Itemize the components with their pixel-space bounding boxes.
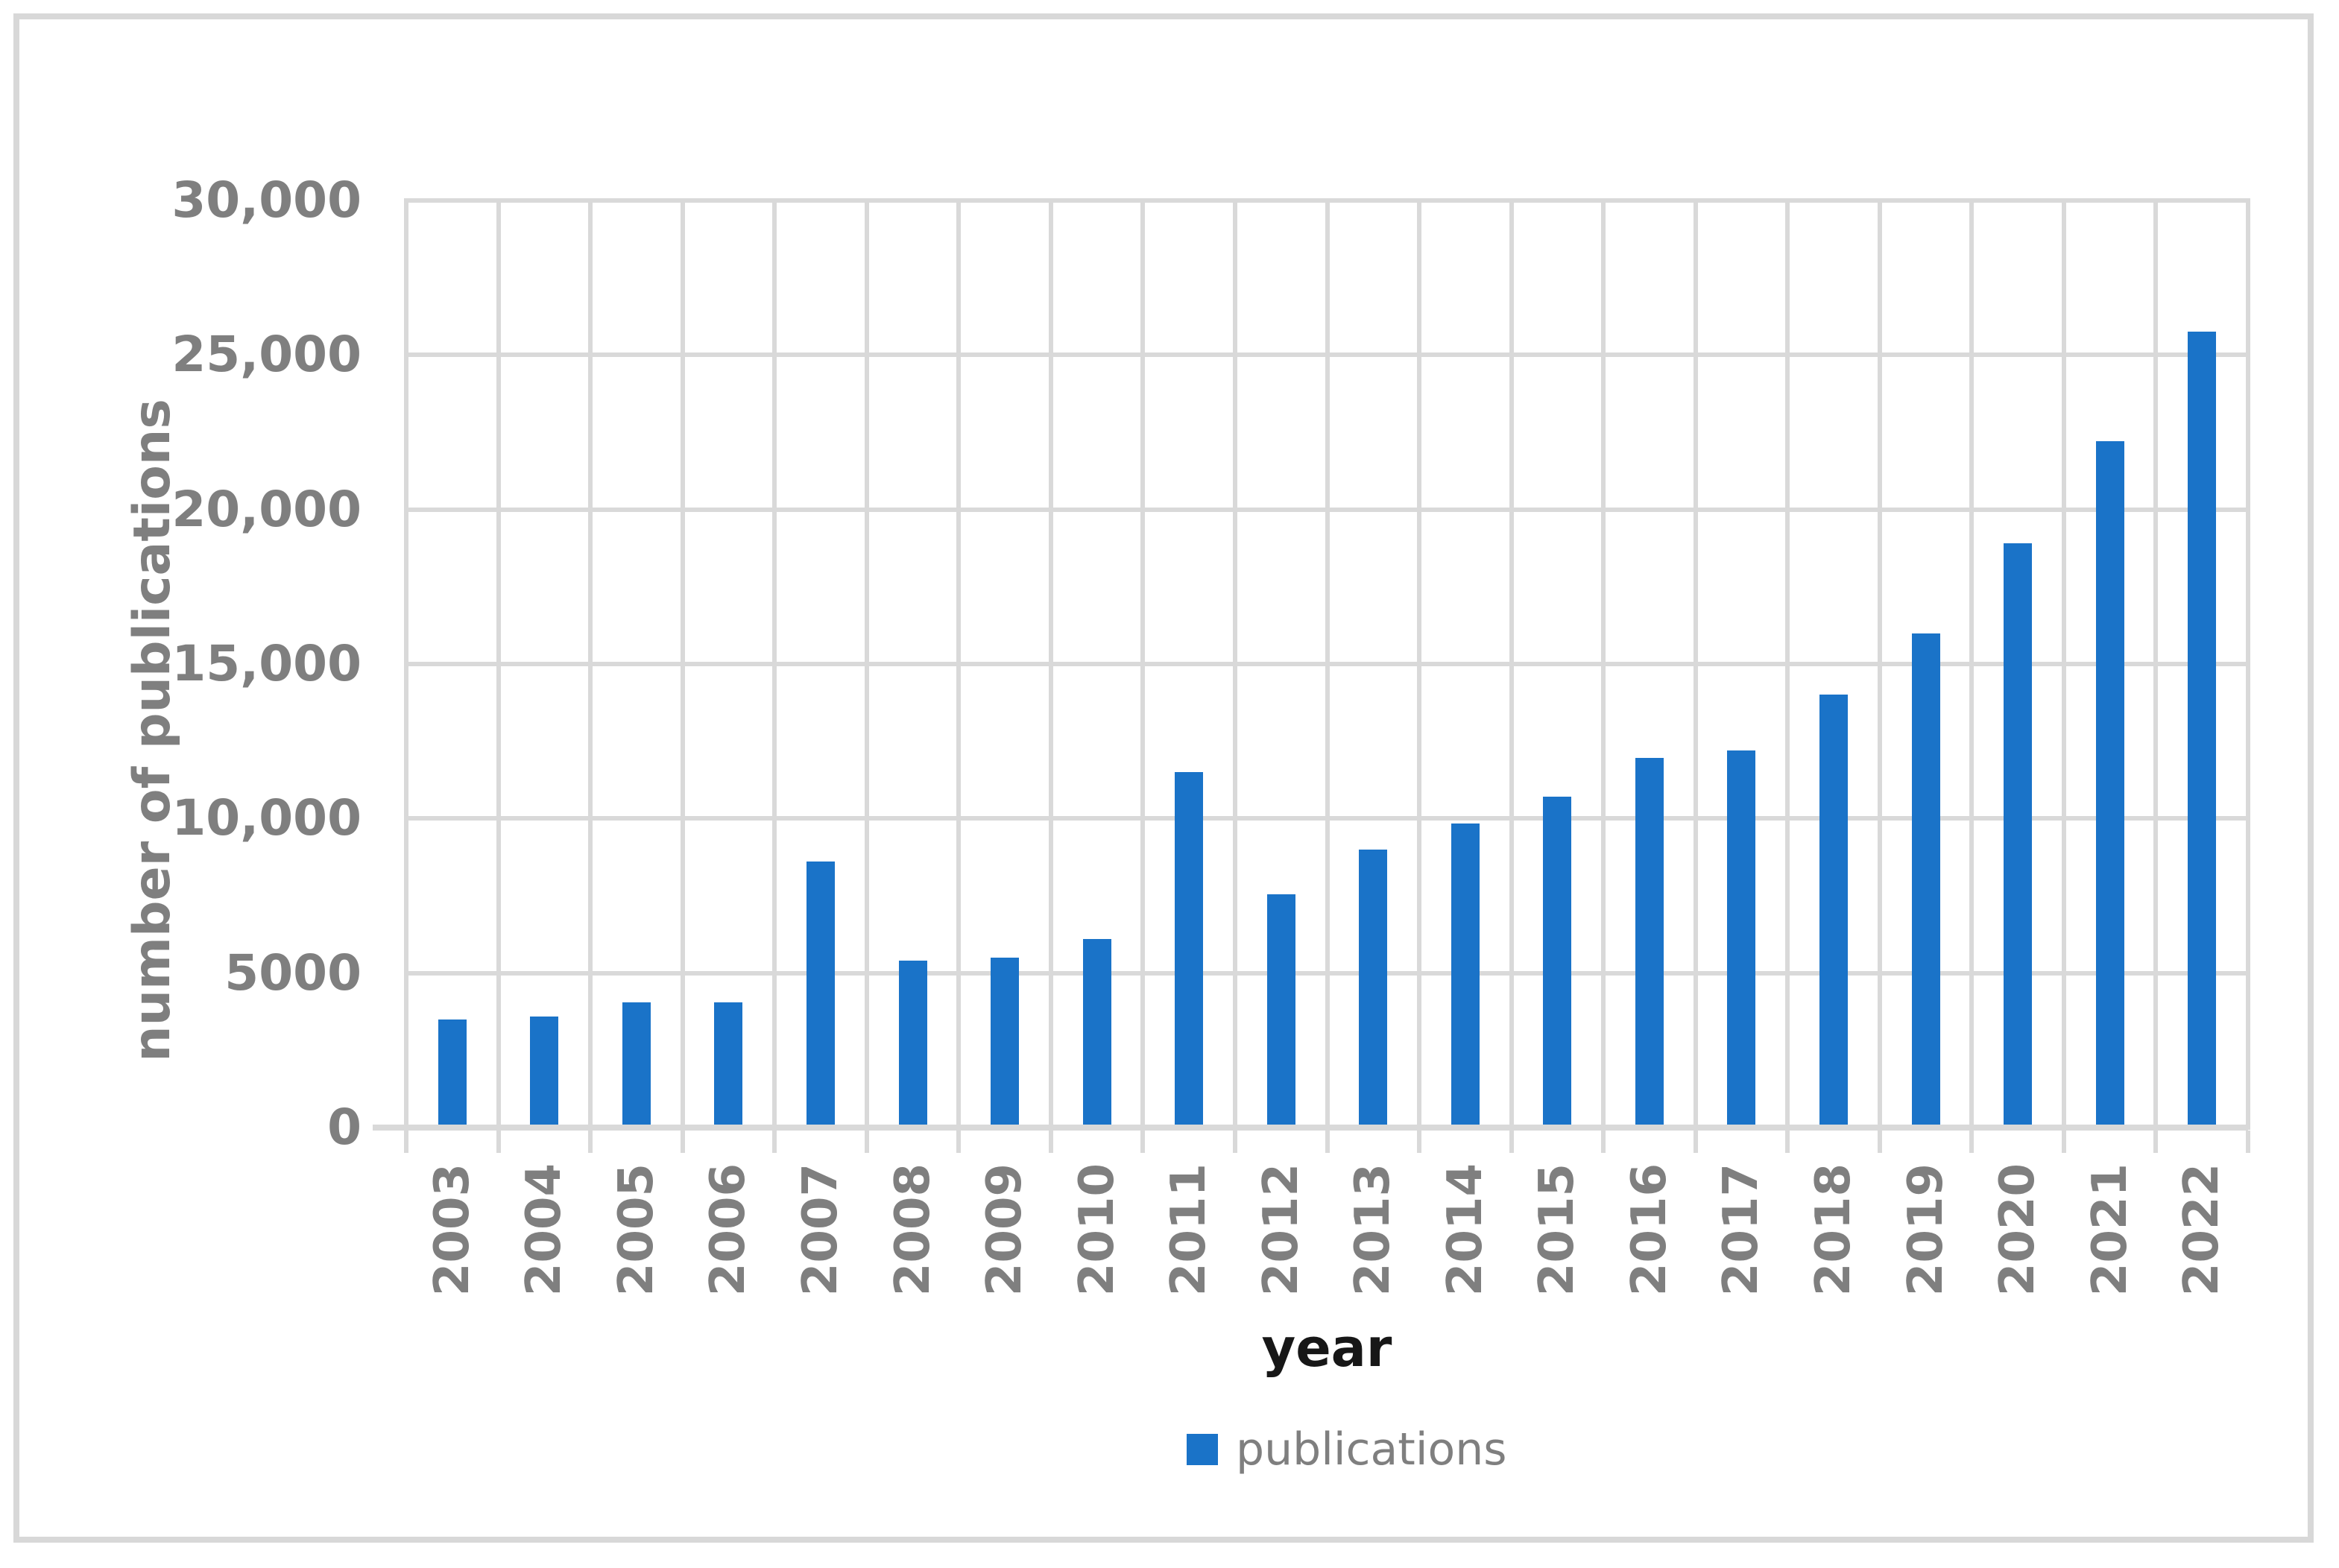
x-tick-label-2022: 2022 [2174, 1163, 2230, 1297]
x-tick-label-2008: 2008 [885, 1163, 941, 1297]
horizontal-gridline [406, 970, 2248, 976]
x-tick-label-2019: 2019 [1898, 1163, 1954, 1297]
legend: publications [1187, 1427, 1507, 1472]
y-tick-label: 0 [327, 1098, 362, 1156]
x-tick-label-2011: 2011 [1161, 1163, 1217, 1297]
figure-border [13, 13, 2314, 1543]
x-tick-label-2006: 2006 [701, 1163, 757, 1297]
bar-2016 [1635, 758, 1664, 1128]
x-axis-tick [864, 1131, 869, 1153]
x-axis-tick [1877, 1131, 1882, 1153]
horizontal-gridline [406, 198, 2248, 203]
x-tick-label-2015: 2015 [1530, 1163, 1585, 1297]
bar-2003 [438, 1019, 467, 1128]
bar-2008 [898, 961, 927, 1128]
x-axis-title: year [1261, 1318, 1392, 1379]
x-tick-label-2020: 2020 [1990, 1163, 2046, 1297]
bar-2012 [1266, 894, 1295, 1128]
x-axis-tick [1509, 1131, 1514, 1153]
y-tick-label: 25,000 [171, 326, 362, 384]
x-axis-tick [1969, 1131, 1975, 1153]
vertical-gridline [2246, 198, 2250, 1130]
x-tick-label-2016: 2016 [1621, 1163, 1677, 1297]
bar-2015 [1543, 797, 1572, 1128]
x-tick-label-2010: 2010 [1069, 1163, 1125, 1297]
x-axis-tick [1601, 1131, 1606, 1153]
bar-2005 [622, 1002, 651, 1128]
x-tick-label-2003: 2003 [424, 1163, 480, 1297]
x-axis-tick [2153, 1131, 2159, 1153]
y-tick-label: 30,000 [171, 171, 362, 229]
y-tick-label: 5000 [224, 943, 362, 1002]
bar-2010 [1082, 939, 1111, 1128]
legend-label: publications [1236, 1423, 1507, 1476]
bar-2004 [530, 1016, 559, 1128]
x-axis-tick [588, 1131, 593, 1153]
y-tick-label: 20,000 [171, 480, 362, 538]
x-axis-tick [772, 1131, 777, 1153]
x-axis-tick [2061, 1131, 2066, 1153]
bar-2006 [714, 1002, 743, 1128]
horizontal-gridline [406, 353, 2248, 358]
x-tick-label-2014: 2014 [1437, 1163, 1493, 1297]
x-tick-label-2009: 2009 [977, 1163, 1033, 1297]
x-axis-tick [956, 1131, 962, 1153]
horizontal-gridline [406, 662, 2248, 666]
horizontal-gridline [406, 816, 2248, 821]
x-axis-tick [496, 1131, 501, 1153]
x-axis-tick [2246, 1131, 2250, 1153]
x-axis-tick [1693, 1131, 1698, 1153]
x-axis-tick [404, 1131, 408, 1153]
bar-2017 [1727, 750, 1756, 1128]
x-axis-tick [680, 1131, 685, 1153]
bar-2021 [2095, 441, 2124, 1128]
x-axis-tick [1325, 1131, 1330, 1153]
bar-2013 [1359, 849, 1388, 1128]
x-axis-line [373, 1125, 2248, 1131]
x-tick-label-2013: 2013 [1345, 1163, 1401, 1297]
bar-2014 [1451, 823, 1480, 1128]
x-tick-label-2018: 2018 [1806, 1163, 1862, 1297]
x-tick-label-2005: 2005 [608, 1163, 664, 1297]
x-axis-tick [1048, 1131, 1053, 1153]
bar-2011 [1175, 772, 1204, 1128]
y-axis-title: number of publications [123, 399, 182, 1062]
bar-2022 [2188, 332, 2217, 1128]
bar-2018 [1819, 695, 1849, 1128]
blue-square-swatch-icon [1187, 1434, 1218, 1465]
x-tick-label-2021: 2021 [2082, 1163, 2138, 1297]
bar-2020 [2004, 543, 2033, 1128]
x-axis-tick [1140, 1131, 1146, 1153]
horizontal-gridline [406, 507, 2248, 512]
x-axis-tick [1417, 1131, 1422, 1153]
y-tick-label: 10,000 [171, 789, 362, 847]
y-tick-label: 15,000 [171, 635, 362, 692]
x-tick-label-2017: 2017 [1714, 1163, 1770, 1297]
x-tick-label-2007: 2007 [792, 1163, 848, 1297]
x-axis-tick [1785, 1131, 1790, 1153]
bar-2009 [991, 957, 1020, 1128]
x-tick-label-2004: 2004 [517, 1163, 572, 1297]
bar-2007 [806, 862, 835, 1128]
x-tick-label-2012: 2012 [1253, 1163, 1309, 1297]
x-axis-tick [1232, 1131, 1237, 1153]
bar-2019 [1911, 633, 1940, 1128]
